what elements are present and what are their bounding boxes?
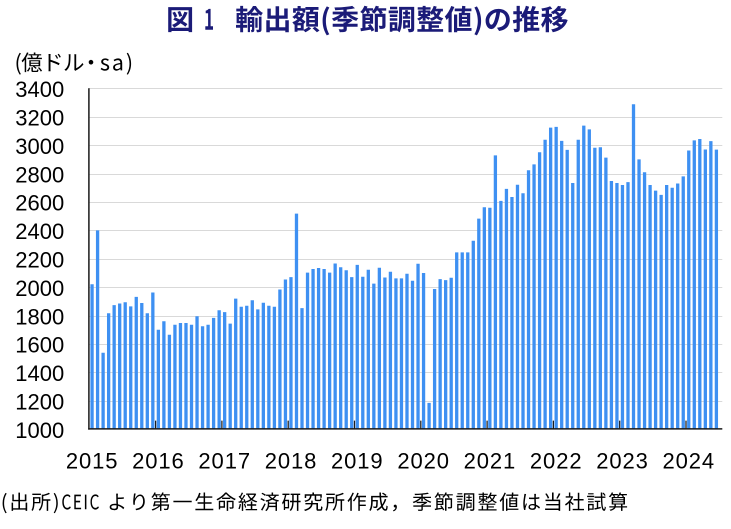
svg-text:2017: 2017 bbox=[198, 449, 251, 474]
svg-text:2020: 2020 bbox=[397, 449, 450, 474]
svg-text:3400: 3400 bbox=[15, 77, 64, 102]
svg-text:3000: 3000 bbox=[15, 134, 64, 159]
svg-text:2022: 2022 bbox=[530, 449, 583, 474]
svg-text:2200: 2200 bbox=[15, 248, 64, 273]
svg-text:2018: 2018 bbox=[265, 449, 318, 474]
svg-text:1000: 1000 bbox=[15, 418, 64, 443]
svg-text:2600: 2600 bbox=[15, 191, 64, 216]
svg-text:2021: 2021 bbox=[464, 449, 517, 474]
svg-text:1800: 1800 bbox=[15, 304, 64, 329]
svg-text:2016: 2016 bbox=[132, 449, 185, 474]
svg-text:2015: 2015 bbox=[66, 449, 119, 474]
svg-text:1400: 1400 bbox=[15, 361, 64, 386]
svg-text:2000: 2000 bbox=[15, 276, 64, 301]
svg-text:1200: 1200 bbox=[15, 390, 64, 415]
svg-text:2400: 2400 bbox=[15, 219, 64, 244]
svg-text:3200: 3200 bbox=[15, 106, 64, 131]
svg-text:2019: 2019 bbox=[331, 449, 384, 474]
svg-text:2024: 2024 bbox=[663, 449, 716, 474]
svg-text:2023: 2023 bbox=[596, 449, 649, 474]
svg-text:1600: 1600 bbox=[15, 333, 64, 358]
svg-text:2800: 2800 bbox=[15, 162, 64, 187]
